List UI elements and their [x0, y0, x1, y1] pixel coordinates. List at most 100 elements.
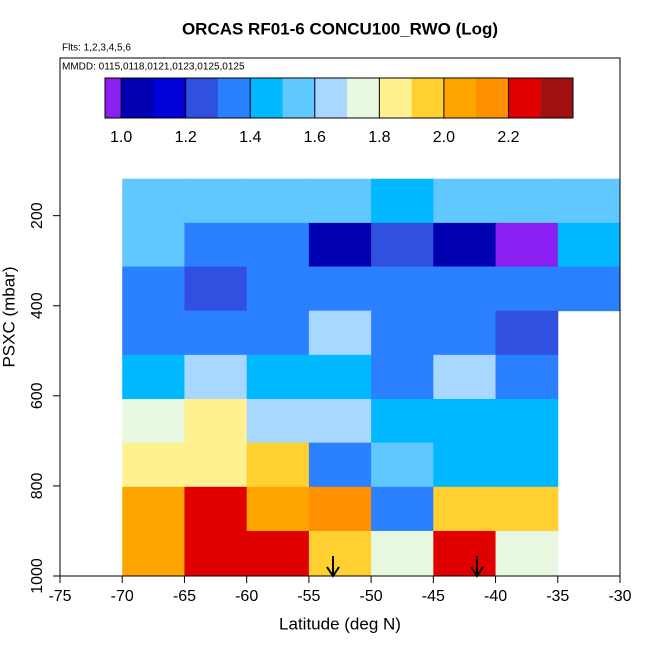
y-tick-label: 200	[29, 202, 46, 229]
heatmap-cell	[308, 178, 372, 224]
heatmap-cell	[371, 398, 434, 444]
heatmap-cell	[495, 486, 559, 532]
plot-frame	[59, 57, 621, 577]
heatmap-cell	[122, 486, 185, 532]
heatmap-cell	[184, 398, 248, 444]
heatmap-cell	[308, 266, 372, 312]
annotation: MMDD: 0115,0118,0121,0123,0125,0125	[62, 62, 245, 73]
heatmap-cell	[122, 266, 185, 312]
colorbar-segment	[105, 78, 122, 118]
colorbar-segment	[411, 78, 445, 118]
heatmap-cell	[308, 530, 372, 577]
colorbar-segment	[153, 78, 187, 118]
x-tick-label: -30	[608, 588, 631, 605]
colorbar-segment	[379, 78, 413, 118]
colorbar-tick-label: 1.6	[304, 129, 326, 146]
colorbar-tick-label: 2.0	[433, 129, 455, 146]
colorbar-segment	[347, 78, 380, 118]
heatmap-cell	[433, 178, 497, 224]
colorbar-tick-label: 1.8	[368, 129, 390, 146]
x-tick-label: -40	[484, 588, 507, 605]
colorbar-segment	[217, 78, 251, 118]
chart-title: ORCAS RF01-6 CONCU100_RWO (Log)	[182, 19, 498, 38]
heatmap-cell	[308, 486, 372, 532]
heatmap	[122, 178, 621, 577]
x-tick-label: -45	[422, 588, 445, 605]
heatmap-cell	[433, 310, 497, 356]
heatmap-cell	[433, 266, 497, 312]
heatmap-cell	[122, 310, 185, 356]
heatmap-cell	[184, 178, 248, 224]
heatmap-cell	[495, 354, 559, 400]
heatmap-cell	[557, 266, 621, 312]
heatmap-cell	[371, 178, 434, 224]
heatmap-cell	[184, 266, 248, 312]
heatmap-cell	[184, 442, 248, 488]
colorbar-segment	[282, 78, 316, 118]
colorbar-segment	[121, 78, 154, 118]
colorbar-tick-label: 1.0	[110, 129, 132, 146]
heatmap-cell	[557, 222, 621, 268]
heatmap-cell	[433, 222, 497, 268]
colorbar-segment	[314, 78, 348, 118]
y-tick-label: 800	[29, 472, 46, 499]
heatmap-cell	[246, 442, 310, 488]
x-tick-label: -75	[48, 588, 71, 605]
heatmap-cell	[371, 310, 434, 356]
colorbar-segment	[508, 78, 542, 118]
colorbar-segment	[540, 78, 574, 118]
colorbar-segment	[443, 78, 477, 118]
heatmap-cell	[495, 442, 559, 488]
heatmap-cell	[495, 530, 559, 577]
heatmap-cell	[122, 398, 185, 444]
heatmap-cell	[433, 530, 497, 577]
heatmap-cell	[246, 266, 310, 312]
heatmap-cell	[122, 178, 185, 224]
y-tick-label: 400	[29, 292, 46, 319]
x-tick-label: -65	[173, 588, 196, 605]
colorbar-segment	[476, 78, 509, 118]
heatmap-cell	[495, 178, 559, 224]
colorbar-tick-label: 1.2	[175, 129, 197, 146]
heatmap-cell	[308, 398, 372, 444]
heatmap-cell	[557, 178, 621, 224]
heatmap-cell	[495, 266, 559, 312]
heatmap-cell	[122, 222, 185, 268]
heatmap-cell	[371, 222, 434, 268]
heatmap-cell	[495, 310, 559, 356]
heatmap-cell	[495, 222, 559, 268]
heatmap-cell	[184, 222, 248, 268]
colorbar-segment	[250, 78, 284, 118]
heatmap-cell	[371, 530, 434, 577]
x-tick-label: -35	[546, 588, 569, 605]
heatmap-cell	[122, 530, 185, 577]
x-tick-label: -60	[235, 588, 258, 605]
heatmap-cell	[308, 442, 372, 488]
heatmap-cell	[246, 178, 310, 224]
heatmap-cell	[184, 530, 248, 577]
heatmap-cell	[246, 310, 310, 356]
x-axis-label: Latitude (deg N)	[279, 614, 401, 633]
subtitle: Flts: 1,2,3,4,5,6	[62, 43, 131, 54]
heatmap-cell	[433, 398, 497, 444]
heatmap-cell	[495, 398, 559, 444]
colorbar-segment	[185, 78, 219, 118]
heatmap-cell	[122, 442, 185, 488]
heatmap-cell	[433, 354, 497, 400]
heatmap-cell	[371, 486, 434, 532]
colorbar-frame	[104, 77, 574, 119]
heatmap-cell	[371, 354, 434, 400]
heatmap-cell	[371, 442, 434, 488]
heatmap-cell	[184, 310, 248, 356]
heatmap-cell	[122, 354, 185, 400]
heatmap-cell	[308, 222, 372, 268]
y-tick-label: 600	[29, 382, 46, 409]
x-tick-label: -55	[297, 588, 320, 605]
heatmap-cell	[246, 222, 310, 268]
heatmap-cell	[184, 354, 248, 400]
x-tick-label: -50	[360, 588, 383, 605]
colorbar-tick-label: 1.4	[239, 129, 261, 146]
heatmap-cell	[246, 398, 310, 444]
